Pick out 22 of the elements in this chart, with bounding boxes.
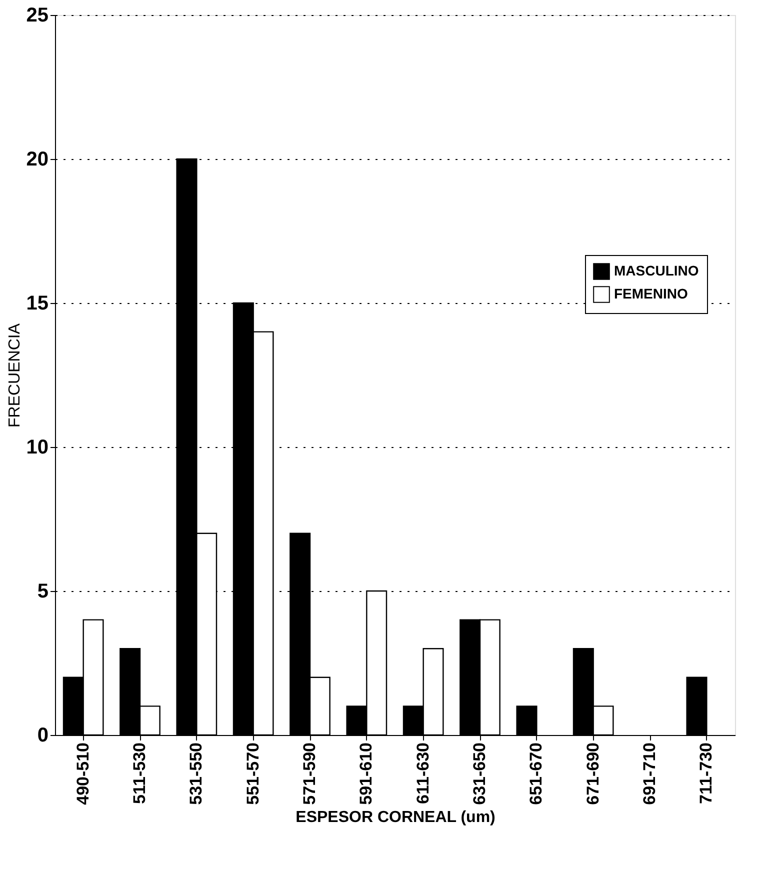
legend-label: MASCULINO	[614, 262, 699, 278]
legend-label: FEMENINO	[614, 286, 688, 302]
x-tick-label: 531-550	[186, 742, 206, 805]
x-tick-label: 591-610	[356, 742, 376, 805]
x-tick-label: 711-730	[696, 742, 716, 804]
x-tick-label: 691-710	[640, 742, 659, 805]
y-axis-title: FRECUENCIA	[6, 323, 24, 428]
y-tick-label: 0	[37, 724, 48, 746]
x-tick-label: 551-570	[243, 742, 262, 805]
x-axis-title: ESPESOR CORNEAL (um)	[296, 808, 496, 826]
x-tick-label: 671-690	[583, 742, 602, 805]
x-tick-label: 631-650	[470, 742, 489, 805]
x-tick-label: 490-510	[73, 742, 92, 805]
x-tick-label: 511-530	[130, 742, 149, 804]
y-tick-label: 5	[37, 580, 48, 602]
x-tick-label: 611-630	[413, 742, 432, 804]
y-tick-label: 25	[26, 4, 48, 26]
x-tick-label: 651-670	[526, 742, 546, 805]
y-tick-label: 10	[26, 436, 48, 458]
y-tick-label: 15	[26, 292, 48, 314]
x-tick-label: 571-590	[300, 742, 319, 805]
y-tick-label: 20	[26, 148, 48, 170]
